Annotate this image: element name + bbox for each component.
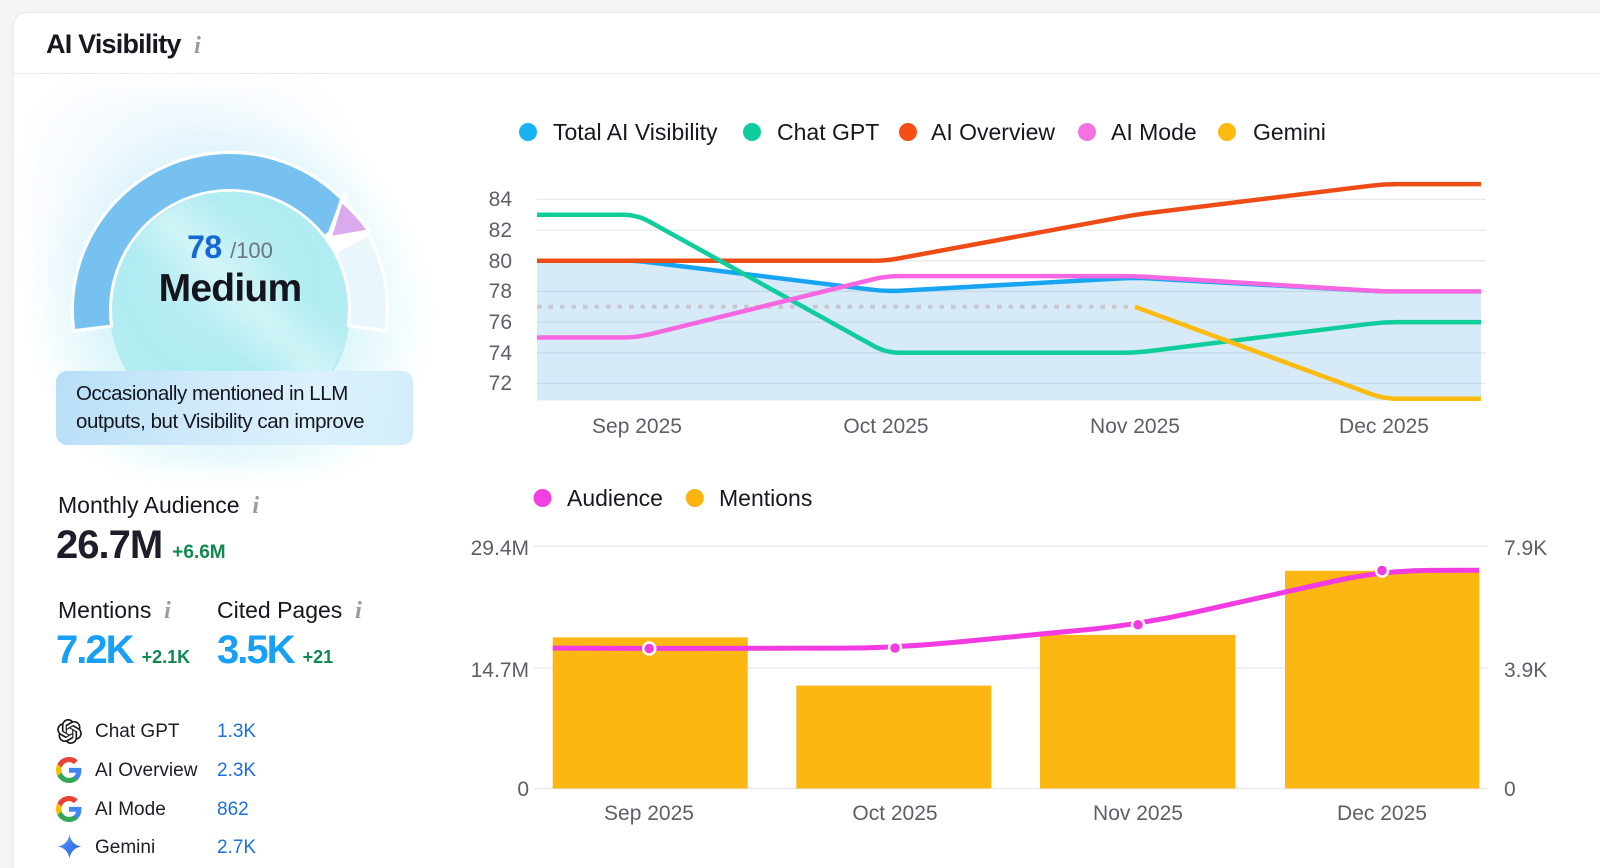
svg-text:3.9K: 3.9K [1504, 659, 1547, 682]
svg-text:14.7M: 14.7M [471, 659, 529, 682]
svg-text:Dec 2025: Dec 2025 [1339, 415, 1429, 438]
svg-text:72: 72 [489, 372, 512, 395]
svg-text:Total AI Visibility: Total AI Visibility [553, 119, 718, 145]
svg-text:Oct 2025: Oct 2025 [843, 415, 928, 438]
svg-text:7.9K: 7.9K [1504, 537, 1547, 560]
svg-text:0: 0 [517, 778, 529, 801]
svg-text:Audience: Audience [567, 485, 663, 511]
svg-text:76: 76 [489, 311, 512, 334]
svg-text:78: 78 [489, 280, 512, 303]
svg-text:Sep 2025: Sep 2025 [604, 802, 694, 825]
svg-text:Gemini: Gemini [1253, 119, 1326, 145]
svg-text:AI Overview: AI Overview [931, 119, 1055, 145]
svg-text:Nov 2025: Nov 2025 [1093, 802, 1183, 825]
svg-text:80: 80 [489, 250, 512, 273]
svg-text:Chat GPT: Chat GPT [777, 119, 879, 145]
svg-text:0: 0 [1504, 778, 1516, 801]
svg-text:84: 84 [489, 188, 513, 211]
svg-text:74: 74 [489, 342, 513, 365]
svg-text:Nov 2025: Nov 2025 [1090, 415, 1180, 438]
svg-text:Oct 2025: Oct 2025 [852, 802, 937, 825]
svg-text:AI Mode: AI Mode [1111, 119, 1197, 145]
svg-text:Sep 2025: Sep 2025 [592, 415, 682, 438]
svg-text:Mentions: Mentions [719, 485, 812, 511]
svg-text:82: 82 [489, 219, 512, 242]
svg-text:Dec 2025: Dec 2025 [1337, 802, 1427, 825]
svg-text:29.4M: 29.4M [471, 537, 529, 560]
